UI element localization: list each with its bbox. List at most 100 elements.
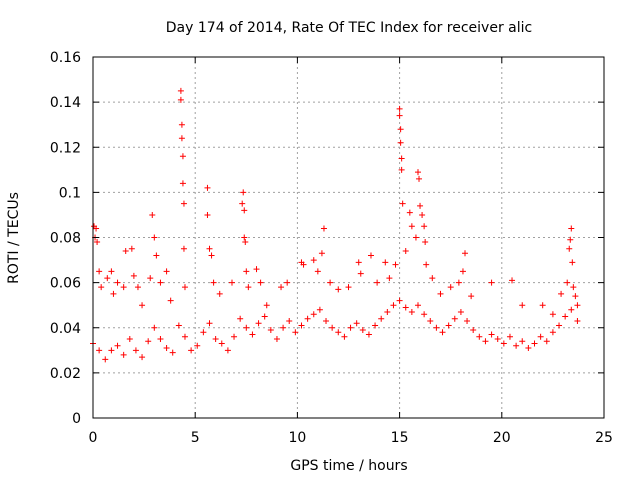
data-point [180, 245, 187, 252]
data-point [94, 239, 101, 246]
data-point [130, 272, 137, 279]
data-point [102, 356, 109, 363]
data-point [320, 225, 327, 232]
tick-labels: 0 5 10 15 20 25 0 0.02 0.04 0.06 0.08 0.1 0.12 0.14 0.… [50, 50, 613, 446]
data-point [445, 322, 452, 329]
data-point [384, 308, 391, 315]
data-point [194, 342, 201, 349]
data-point [572, 293, 579, 300]
data-point [267, 327, 274, 334]
data-point [569, 259, 576, 266]
data-point [341, 333, 348, 340]
data-point [110, 290, 117, 297]
data-point [145, 338, 152, 345]
data-point [263, 302, 270, 309]
data-point [243, 268, 250, 275]
data-point [359, 327, 366, 334]
data-point [568, 306, 575, 313]
x-tick-label: 15 [391, 430, 409, 446]
data-point [179, 180, 186, 187]
data-point [399, 200, 406, 207]
data-point [347, 324, 354, 331]
x-tick-label: 25 [595, 430, 613, 446]
data-point [390, 302, 397, 309]
data-point [357, 270, 364, 277]
data-point [429, 275, 436, 282]
data-point [329, 324, 336, 331]
data-point [240, 189, 247, 196]
y-axis-label: ROTI / TECUs [6, 192, 22, 284]
data-point [421, 223, 428, 230]
data-point [239, 200, 246, 207]
data-point [153, 252, 160, 259]
data-point [539, 302, 546, 309]
data-point [396, 112, 403, 119]
data-point [178, 121, 185, 128]
data-point [323, 317, 330, 324]
data-point [218, 340, 225, 347]
data-point [280, 324, 287, 331]
data-point [128, 245, 135, 252]
data-point [177, 96, 184, 103]
data-point [242, 239, 249, 246]
data-point [398, 155, 405, 162]
data-point [500, 340, 507, 347]
data-point [318, 250, 325, 257]
data-point [231, 333, 238, 340]
data-point [416, 175, 423, 182]
y-tick-label: 0.14 [50, 95, 81, 111]
data-point [151, 234, 158, 241]
data-point [513, 342, 520, 349]
data-point [206, 320, 213, 327]
data-point [139, 302, 146, 309]
data-point [335, 329, 342, 336]
data-point [245, 284, 252, 291]
data-point [286, 317, 293, 324]
data-point [228, 279, 235, 286]
data-point [562, 313, 569, 320]
x-tick-label: 0 [89, 430, 98, 446]
data-point [147, 275, 154, 282]
data-point [414, 169, 421, 176]
data-point [96, 347, 103, 354]
data-point [169, 349, 176, 356]
data-point [476, 333, 483, 340]
data-point [327, 279, 334, 286]
data-point [241, 207, 248, 214]
data-point [210, 279, 217, 286]
data-point [414, 302, 421, 309]
data-point [120, 284, 127, 291]
data-point [519, 302, 526, 309]
x-tick-label: 10 [288, 430, 306, 446]
data-point [257, 279, 264, 286]
data-point [181, 284, 188, 291]
data-point [397, 139, 404, 146]
data-point [278, 284, 285, 291]
x-tick-label: 5 [191, 430, 200, 446]
data-point [163, 268, 170, 275]
data-point [132, 347, 139, 354]
data-point [175, 322, 182, 329]
data-points [90, 87, 581, 363]
data-point [422, 239, 429, 246]
data-point [204, 184, 211, 191]
data-point [408, 308, 415, 315]
data-point [167, 297, 174, 304]
data-point [488, 279, 495, 286]
chart-title: Day 174 of 2014, Rate Of TEC Index for r… [166, 20, 532, 36]
data-point [114, 342, 121, 349]
data-point [488, 331, 495, 338]
data-point [206, 245, 213, 252]
data-point [108, 347, 115, 354]
data-point [93, 225, 100, 232]
data-point [482, 338, 489, 345]
data-point [243, 324, 250, 331]
data-point [188, 347, 195, 354]
data-point [556, 322, 563, 329]
data-point [139, 354, 146, 361]
data-point [284, 279, 291, 286]
data-point [468, 293, 475, 300]
data-point [568, 225, 575, 232]
